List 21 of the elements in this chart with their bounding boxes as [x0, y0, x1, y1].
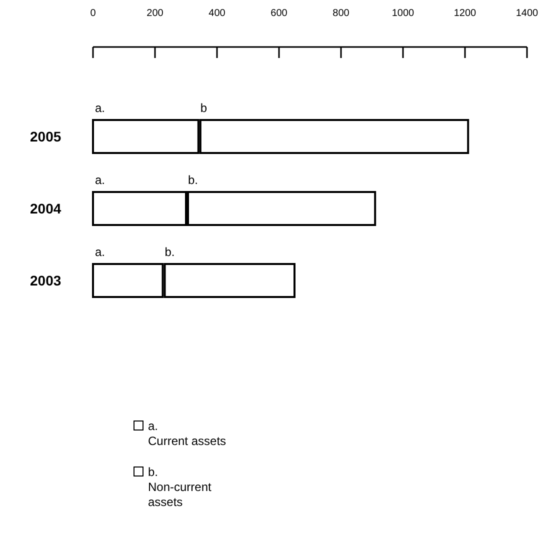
x-tick-label: 200	[146, 8, 164, 19]
x-tick-label: 1200	[454, 8, 477, 19]
y-tick-label: 2003	[30, 272, 62, 288]
y-tick-label: 2004	[30, 200, 62, 216]
y-tick-label: 2005	[30, 128, 62, 144]
legend-label: Non-current assets	[148, 480, 212, 509]
text: b.	[148, 465, 158, 479]
x-tick-label: 0	[90, 8, 96, 19]
annotation: b.	[164, 245, 175, 259]
annotation: a.	[95, 101, 106, 115]
x-tick-label: 400	[208, 8, 226, 19]
x-tick-label: 1000	[392, 8, 415, 19]
legend-label: Current assets	[148, 434, 226, 448]
x-tick-label: 1400	[516, 8, 539, 19]
annotation: b	[200, 101, 208, 115]
annotation: a.	[95, 245, 106, 259]
annotation: b.	[188, 173, 198, 187]
annotation: a.	[95, 173, 106, 187]
x-tick-label: 600	[270, 8, 288, 19]
x-tick-label: 800	[332, 8, 350, 19]
text: a.	[148, 419, 158, 433]
